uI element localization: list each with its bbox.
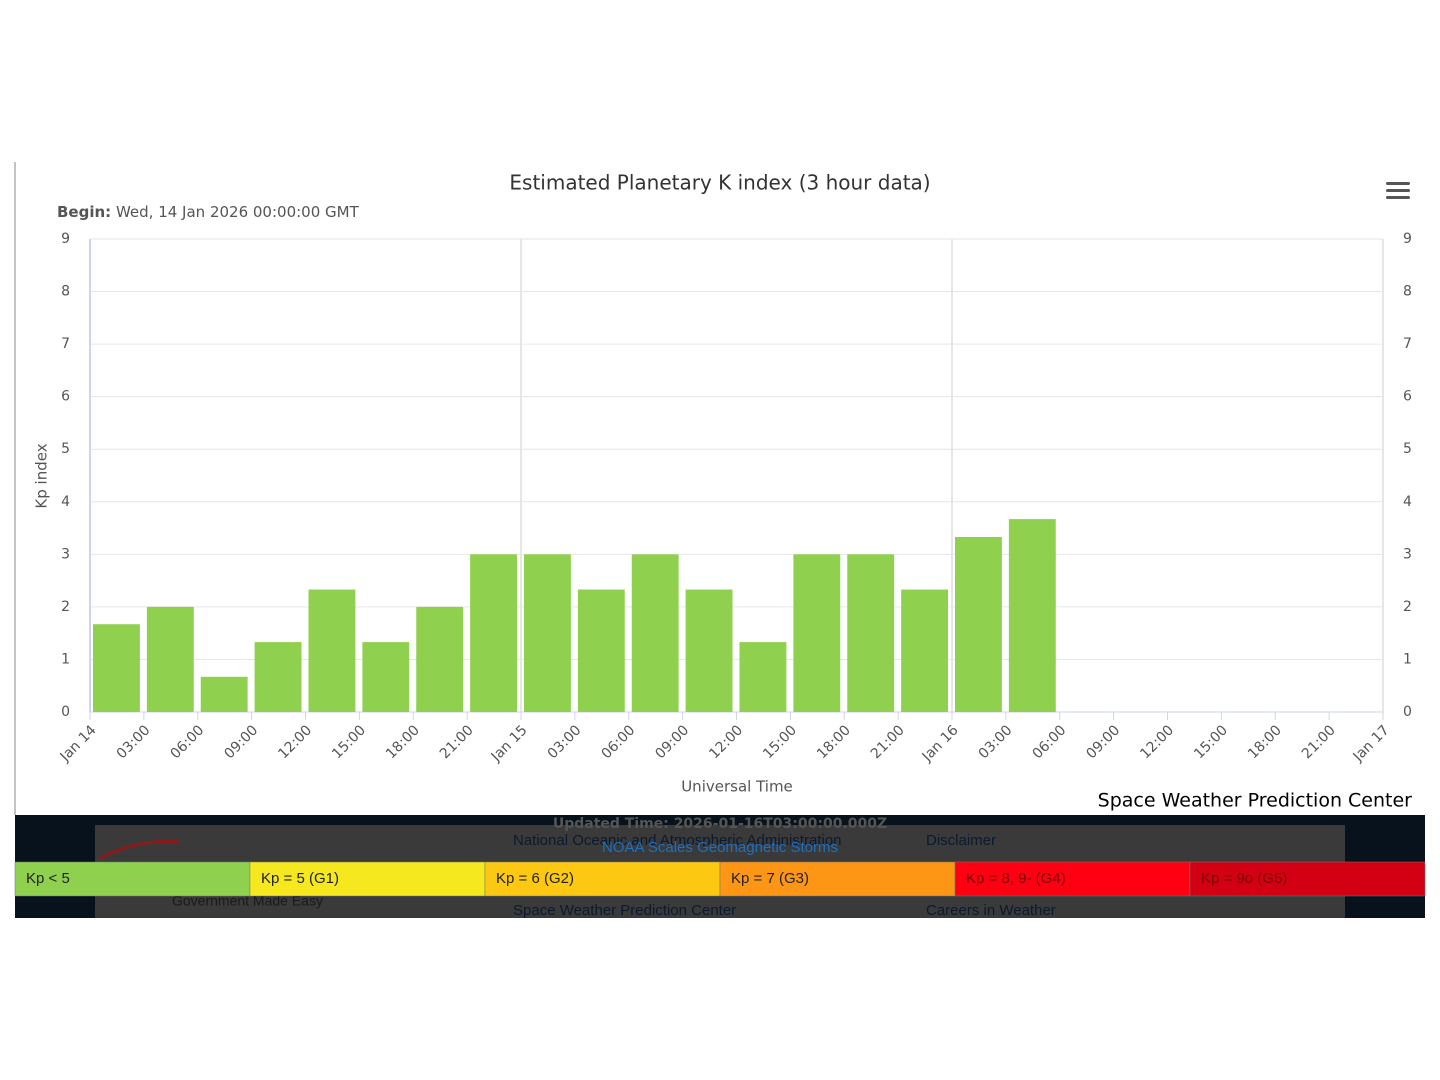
y2-tick-label: 0 [1403,704,1412,720]
bar [308,589,356,712]
x-tick-label: 15:00 [329,722,369,762]
scale-label: Kp = 7 (G3) [731,870,809,887]
bar [416,606,464,712]
footer-link[interactable]: Space Weather Prediction Center [513,902,736,919]
scales-link[interactable]: NOAA Scales Geomagnetic Storms [602,839,838,856]
y2-tick-label: 7 [1403,336,1412,352]
x-tick-label: 06:00 [1030,722,1070,762]
scale-swatch [719,861,956,897]
x-axis-label: Universal Time [681,778,793,796]
x-tick-label: 12:00 [1137,722,1177,762]
y-axis-label: Kp index [33,443,51,508]
y2-tick-label: 6 [1403,389,1412,405]
x-tick-label: 03:00 [114,722,154,762]
y-tick-label: 7 [61,336,70,352]
y2-tick-label: 2 [1403,599,1412,615]
x-tick-label: 15:00 [1191,722,1231,762]
menu-button[interactable] [1386,182,1410,199]
x-tick-label: 12:00 [706,722,746,762]
bar [793,554,841,712]
x-tick-label: 15:00 [760,722,800,762]
scale-label: Kp = 6 (G2) [496,870,574,887]
x-tick-label: 09:00 [652,722,692,762]
y-tick-label: 8 [61,284,70,300]
scale-swatch [14,861,251,897]
y-tick-label: 6 [61,389,70,405]
scale-label: Kp = 5 (G1) [261,870,339,887]
menu-bar [1386,196,1410,199]
bar [901,589,948,712]
y-tick-label: 9 [61,231,70,247]
x-tick-label: 21:00 [437,722,477,762]
x-tick-label: 03:00 [976,722,1016,762]
scale-label: Kp = 9o (G5) [1201,870,1287,887]
y-tick-label: 4 [61,494,70,510]
bar [200,676,248,712]
menu-bar [1386,189,1410,192]
y-tick-label: 3 [61,546,70,562]
y-tick-label: 1 [61,651,70,667]
x-tick-label: Jan 17 [1350,722,1393,765]
chart-title: Estimated Planetary K index (3 hour data… [509,171,930,195]
x-tick-label: 03:00 [545,722,585,762]
x-tick-label: Jan 16 [919,722,962,765]
y2-tick-label: 4 [1403,494,1412,510]
bar [93,624,140,712]
y2-tick-label: 9 [1403,231,1412,247]
scale-label: Kp = 8, 9- (G4) [966,870,1066,887]
footer-link[interactable]: Disclaimer [926,832,996,849]
scale-swatch [484,861,721,897]
y2-tick-label: 8 [1403,284,1412,300]
x-tick-label: 12:00 [275,722,315,762]
y2-tick-label: 3 [1403,546,1412,562]
usa-gov-tagline: Government Made Easy [172,893,323,909]
menu-bar [1386,182,1410,185]
x-tick-label: 09:00 [221,722,261,762]
footer-link[interactable]: National Oceanic and Atmospheric Adminis… [513,832,842,849]
x-tick-label: Jan 15 [488,722,531,765]
bar [631,554,679,712]
y-tick-label: 5 [61,441,70,457]
bar [362,642,410,712]
scale-swatch [1189,861,1426,897]
y2-tick-label: 1 [1403,651,1412,667]
subtitle: Begin: Wed, 14 Jan 2026 00:00:00 GMT [57,203,360,221]
credit: Space Weather Prediction Center [1098,790,1413,812]
bar [739,642,787,712]
scale-swatch [954,861,1191,897]
y-tick-label: 2 [61,599,70,615]
scale-swatch [249,861,486,897]
x-tick-label: 21:00 [868,722,908,762]
x-tick-label: 18:00 [1245,722,1285,762]
bar [470,554,517,712]
bar [146,606,194,712]
subtitle-text: Wed, 14 Jan 2026 00:00:00 GMT [116,203,360,221]
y-tick-label: 0 [61,704,70,720]
x-tick-label: 06:00 [168,722,208,762]
bar [847,554,895,712]
x-tick-label: 06:00 [599,722,639,762]
y2-tick-label: 5 [1403,441,1412,457]
x-tick-label: 21:00 [1299,722,1339,762]
bar [524,554,571,712]
x-tick-label: Jan 14 [57,722,100,765]
scale-label: Kp < 5 [26,870,70,887]
bar [1008,519,1056,712]
footer-link[interactable]: Careers in Weather [926,902,1056,919]
bar [955,536,1002,712]
updated-time: Updated Time: 2026-01-16T03:00:00.000Z [553,816,887,832]
bar [254,642,302,712]
x-tick-label: 18:00 [814,722,854,762]
usa-logo-swoosh [99,839,181,860]
x-tick-label: 18:00 [383,722,423,762]
subtitle-label: Begin: [57,203,111,221]
x-tick-label: 09:00 [1083,722,1123,762]
bar [685,589,733,712]
bar [577,589,625,712]
